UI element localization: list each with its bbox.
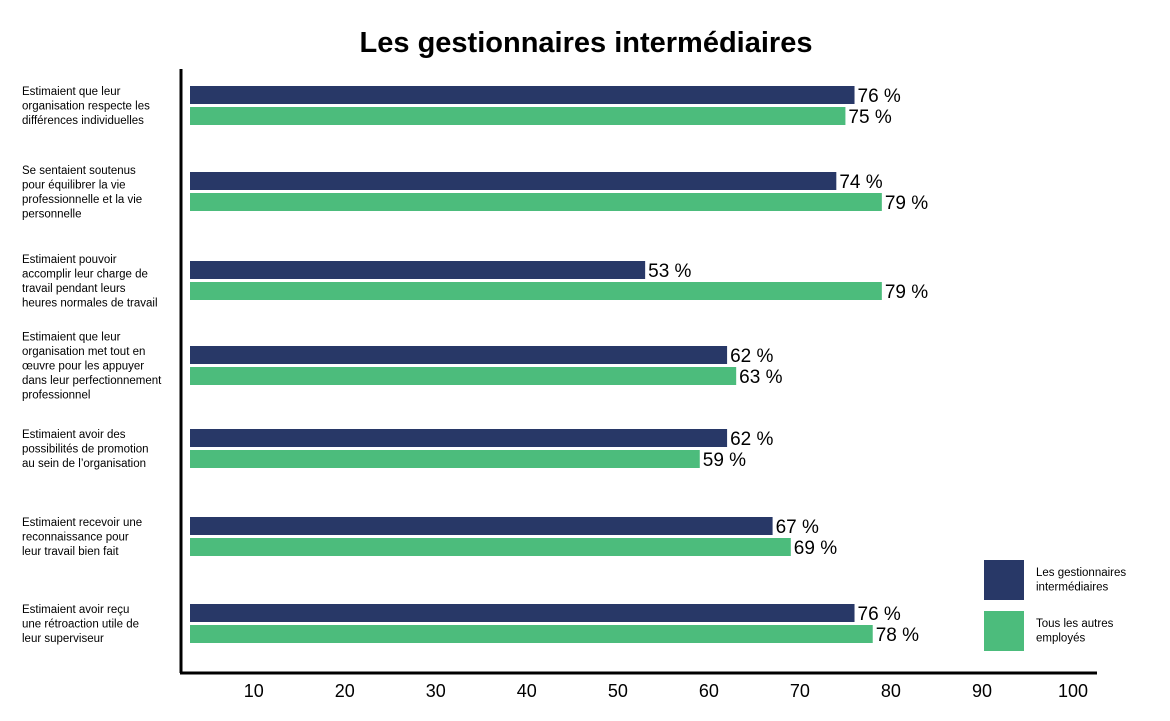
value-label: 53 % bbox=[648, 261, 691, 282]
legend-label: Les gestionnaires intermédiaires bbox=[1036, 567, 1126, 594]
bar-series2-4 bbox=[190, 367, 737, 385]
legend-swatch bbox=[984, 611, 1024, 651]
value-label: 76 % bbox=[858, 86, 901, 107]
bar-series2-5 bbox=[190, 450, 700, 468]
value-label: 62 % bbox=[730, 429, 773, 450]
x-tick-label: 80 bbox=[881, 681, 901, 701]
value-label: 59 % bbox=[703, 450, 746, 471]
legend: Les gestionnaires intermédiaires Tous les … bbox=[984, 560, 1126, 651]
bar-series1-7 bbox=[190, 604, 855, 622]
category-label: Estimaient avoir des possibilités de prom… bbox=[22, 429, 149, 470]
category-labels: Estimaient que leur organisation respecte… bbox=[22, 86, 162, 645]
bars bbox=[190, 86, 882, 643]
bar-series2-3 bbox=[190, 282, 882, 300]
value-label: 69 % bbox=[794, 538, 837, 559]
value-label: 62 % bbox=[730, 346, 773, 367]
category-label: Estimaient pouvoir accomplir leur charge … bbox=[22, 254, 158, 310]
value-label: 79 % bbox=[885, 282, 928, 303]
bar-series1-6 bbox=[190, 517, 773, 535]
category-label: Se sentaient soutenus pour équilibrer la … bbox=[22, 165, 142, 221]
x-tick-label: 90 bbox=[972, 681, 992, 701]
value-labels: 76 %75 %74 %79 %53 %79 %62 %63 %62 %59 %… bbox=[648, 86, 928, 646]
bar-series1-1 bbox=[190, 86, 855, 104]
legend-swatch bbox=[984, 560, 1024, 600]
x-tick-label: 100 bbox=[1058, 681, 1088, 701]
value-label: 74 % bbox=[839, 172, 882, 193]
x-tick-label: 50 bbox=[608, 681, 628, 701]
bar-series1-2 bbox=[190, 172, 837, 190]
value-label: 76 % bbox=[858, 604, 901, 625]
bar-series1-4 bbox=[190, 346, 728, 364]
value-label: 75 % bbox=[848, 107, 891, 128]
bar-series2-2 bbox=[190, 193, 882, 211]
category-label: Estimaient recevoir une reconnaissance po… bbox=[22, 517, 142, 558]
x-axis-tick-labels: 10 20 30 40 50 60 70 80 90 100 bbox=[244, 681, 1088, 701]
value-label: 78 % bbox=[876, 625, 919, 646]
value-label: 79 % bbox=[885, 193, 928, 214]
x-tick-label: 20 bbox=[335, 681, 355, 701]
x-tick-label: 60 bbox=[699, 681, 719, 701]
x-tick-label: 10 bbox=[244, 681, 264, 701]
bar-series2-1 bbox=[190, 107, 846, 125]
x-tick-label: 70 bbox=[790, 681, 810, 701]
bar-series2-7 bbox=[190, 625, 873, 643]
x-tick-label: 30 bbox=[426, 681, 446, 701]
value-label: 67 % bbox=[776, 517, 819, 538]
bar-series1-5 bbox=[190, 429, 728, 447]
category-label: Estimaient que leur organisation met tout… bbox=[22, 332, 162, 402]
chart-title: Les gestionnaires intermédiaires bbox=[360, 27, 813, 59]
legend-label: Tous les autres employés bbox=[1036, 618, 1114, 645]
bar-series1-3 bbox=[190, 261, 646, 279]
value-label: 63 % bbox=[739, 367, 782, 388]
bar-series2-6 bbox=[190, 538, 791, 556]
category-label: Estimaient que leur organisation respecte… bbox=[22, 86, 150, 127]
category-label: Estimaient avoir reçu une rétroaction uti… bbox=[22, 604, 139, 645]
x-tick-label: 40 bbox=[517, 681, 537, 701]
